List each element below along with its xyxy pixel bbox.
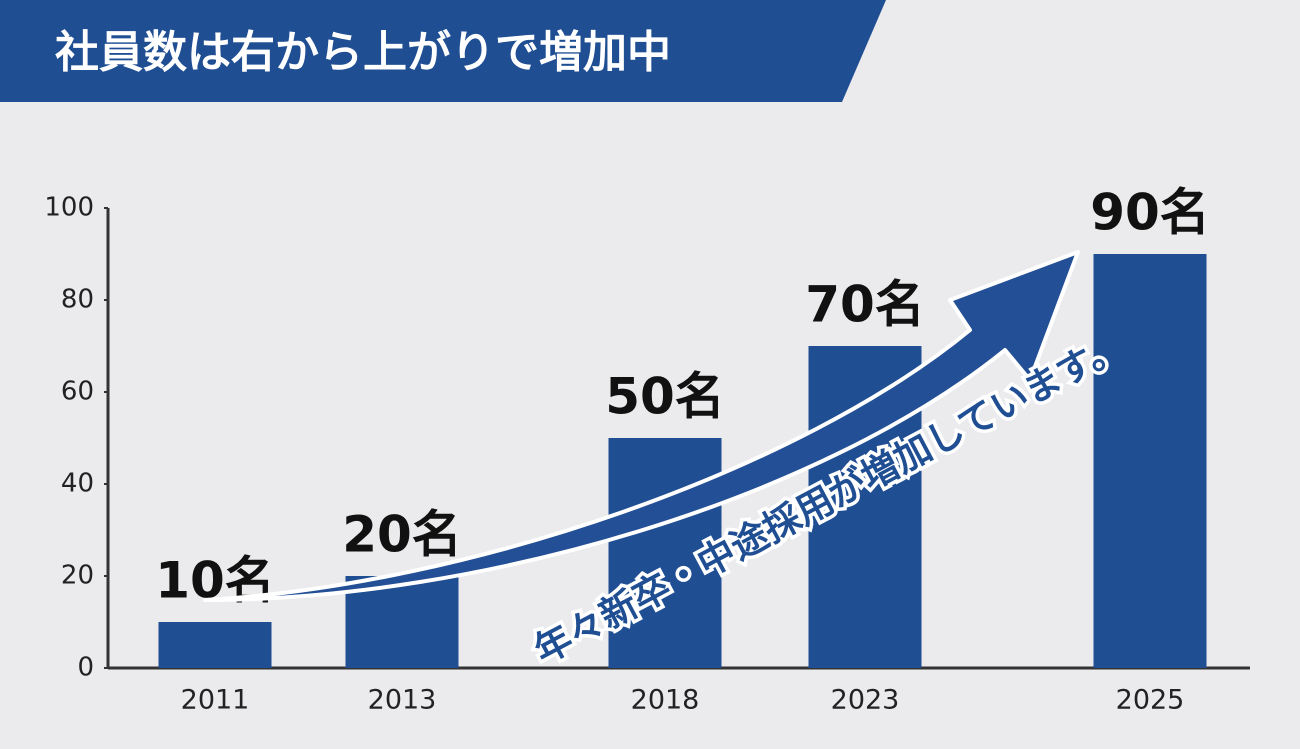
chart-title: 社員数は右から上がりで増加中 [55,27,671,78]
x-tick-label: 2018 [631,685,700,716]
bar [608,438,722,668]
trend-arrow [203,250,1080,602]
x-tick-label: 2025 [1116,685,1185,716]
y-tick-label: 60 [61,377,94,407]
y-tick-label: 100 [44,193,94,223]
bar [158,622,272,668]
y-tick-label: 80 [61,285,94,315]
data-label: 20名 [342,506,462,564]
data-label: 90名 [1090,184,1210,242]
plot-area: 020406080100201110名201320名201850名202370名… [44,184,1250,716]
data-label: 70名 [805,276,925,334]
x-tick-label: 2013 [368,685,437,716]
bar [1093,254,1207,668]
title-banner [0,0,886,102]
y-tick-label: 40 [61,469,94,499]
y-tick-label: 20 [61,561,94,591]
x-tick-label: 2011 [181,685,250,716]
y-tick-label: 0 [77,653,94,683]
data-label: 50名 [605,368,725,426]
x-tick-label: 2023 [831,685,900,716]
